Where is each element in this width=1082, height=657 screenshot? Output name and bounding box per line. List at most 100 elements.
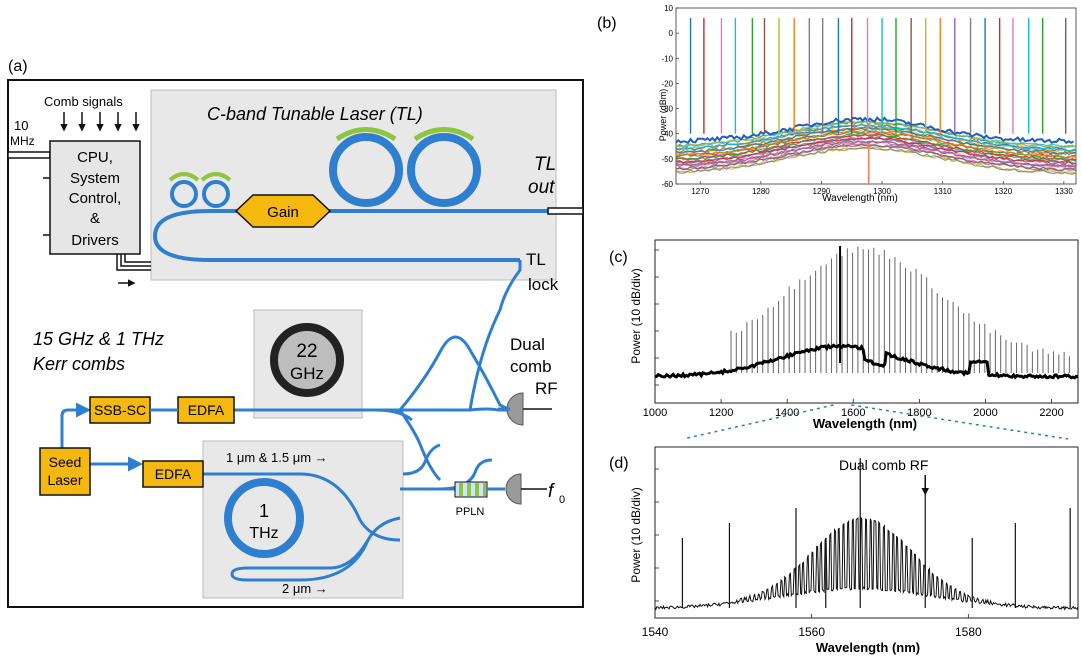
cpu-line-1: CPU, [77, 149, 113, 166]
tunable-laser-waveguide [152, 209, 548, 262]
dual-comb-label-2: comb [510, 357, 552, 376]
chart-d-ylabel: Power (10 dB/div) [629, 487, 643, 582]
chart-b-floor-series [675, 146, 1077, 174]
zoom-line-right [851, 404, 1069, 440]
kerr-combs-label-2: Kerr combs [33, 354, 125, 374]
chart-c-xtick-label: 1600 [841, 407, 865, 419]
chart-b-floor-series [675, 143, 1077, 172]
chart-d: 1540 1560 1580 [642, 446, 1079, 639]
chart-b-floor-series [675, 140, 1077, 169]
dual-comb-detector [506, 392, 524, 426]
ssb-sc-block [89, 396, 151, 424]
panel-a: (a) C-band Tunable Laser (TL) Comb signa… [7, 58, 584, 608]
chart-d-xtick-label: 1540 [642, 625, 669, 639]
resonator-22ghz-label-2: GHz [290, 364, 324, 383]
gain-block [234, 194, 332, 228]
chart-c-xtick-label: 2200 [1039, 407, 1063, 419]
chart-c-xlabel: Wavelength (nm) [813, 416, 917, 431]
chart-b-xtick-label: 1300 [873, 187, 891, 196]
chart-c-xtick-label: 2000 [973, 407, 997, 419]
chart-c-ylabel: Power (10 dB/div) [629, 268, 643, 363]
panel-a-letter: (a) [8, 58, 28, 75]
resonator-1thz-label-2: THz [249, 525, 278, 542]
edfa-top-label: EDFA [188, 402, 225, 418]
chart-b-xtick-label: 1270 [691, 187, 709, 196]
gain-label: Gain [267, 204, 299, 221]
chart-d-xlabel: Wavelength (nm) [816, 640, 920, 655]
tl-lock-label-1: TL [526, 250, 546, 269]
chart-b-ytick-label: 10 [664, 4, 673, 13]
chart-c-xtick-label: 1400 [775, 407, 799, 419]
comb-signal-arrows [60, 112, 140, 132]
chart-b-xtick-label: 1290 [813, 187, 831, 196]
kerr-combs-label-1: 15 GHz & 1 THz [33, 329, 164, 349]
seed-laser-label-2: Laser [47, 472, 82, 488]
zoom-lines [682, 404, 1069, 440]
resonator-22ghz-label-1: 22 [296, 341, 317, 362]
wavelength-label-top: 1 μm & 1.5 μm → [226, 450, 328, 465]
large-ring-1 [329, 133, 403, 207]
ten-mhz-connector [7, 151, 51, 159]
tl-lock-label-2: lock [528, 275, 559, 294]
comb-signals-label: Comb signals [44, 94, 123, 109]
ppln-label: PPLN [456, 506, 485, 518]
panel-c: (c) 1000 1200 1400 1600 1800 2000 2200 Power (… [609, 239, 1079, 431]
large-ring-2 [407, 133, 481, 207]
ten-mhz-label-2: MHz [10, 134, 35, 148]
chart-b: 1270 1280 1290 1300 1310 1320 1330 10 0 -10 -20 -30… [661, 4, 1077, 196]
small-ring-heater-1 [168, 172, 200, 182]
chart-b-ytick-label: -40 [661, 130, 673, 139]
chart-b-ytick-label: -10 [661, 54, 673, 63]
small-ring-1 [170, 180, 198, 208]
chart-c-pedestal [654, 343, 1079, 380]
small-ring-heater-2 [200, 172, 232, 182]
chart-b-xtick-label: 1310 [934, 187, 952, 196]
panel-b-letter: (b) [597, 15, 617, 32]
chart-c-xtick-label: 1200 [709, 407, 733, 419]
f0-subscript: 0 [559, 494, 565, 506]
chart-b-floor-series [675, 120, 1077, 149]
cpu-line-3: Control, [69, 190, 122, 207]
zoom-line-left [682, 404, 834, 440]
chart-b-floor-series [675, 136, 1077, 165]
chart-d-annotation: Dual comb RF [839, 457, 928, 473]
ppln-domains [459, 483, 486, 496]
seed-laser-label-1: Seed [49, 454, 82, 470]
chart-b-floor-series [675, 146, 1077, 175]
f0-detector [505, 473, 522, 505]
cpu-control-lines [116, 254, 151, 271]
chart-b-ytick-label: -20 [661, 79, 673, 88]
chart-d-xtick-label: 1560 [798, 625, 825, 639]
tl-out-connector [547, 207, 584, 215]
small-ring-2 [202, 180, 230, 208]
panel-d: (d) 1540 1560 1580 Power (10 dB/div) Wavel… [609, 446, 1079, 655]
chart-b-ytick-label: 0 [669, 29, 674, 38]
chart-c-xtick-label: 1000 [643, 407, 667, 419]
cpu-line-5: Drivers [71, 232, 119, 249]
resonator-22ghz-disk [270, 323, 344, 397]
ssb-sc-label: SSB-SC [94, 402, 146, 418]
ten-mhz-label-1: 10 [14, 118, 28, 133]
large-ring-heater-2 [413, 127, 475, 142]
cpu-line-2: System [70, 170, 120, 187]
edfa-bottom-block [142, 460, 204, 488]
f0-label: f [548, 481, 555, 502]
chart-b-ytick-label: -30 [661, 105, 673, 114]
wavelength-label-bottom: 2 μm → [282, 581, 328, 596]
chart-c: 1000 1200 1400 1600 1800 2000 2200 [643, 239, 1079, 419]
cpu-box [49, 140, 141, 255]
chart-b-xlabel: Wavelength (nm) [822, 193, 898, 204]
chart-d-spectrum [654, 515, 1079, 611]
chart-b-floor-series [675, 129, 1077, 159]
tl-out-label-2: out [528, 177, 555, 198]
dual-comb-label-1: Dual [510, 335, 545, 354]
chart-b-xtick-label: 1280 [752, 187, 770, 196]
chart-b-xtick-label: 1330 [1055, 187, 1073, 196]
chart-d-xtick-label: 1580 [955, 625, 982, 639]
chart-b-ylabel: Power (dBm) [658, 89, 668, 142]
tunable-laser-box [150, 89, 557, 281]
chart-c-xtick-label: 1800 [907, 407, 931, 419]
large-ring-heater-1 [335, 127, 397, 142]
cpu-line-4: & [90, 210, 100, 227]
